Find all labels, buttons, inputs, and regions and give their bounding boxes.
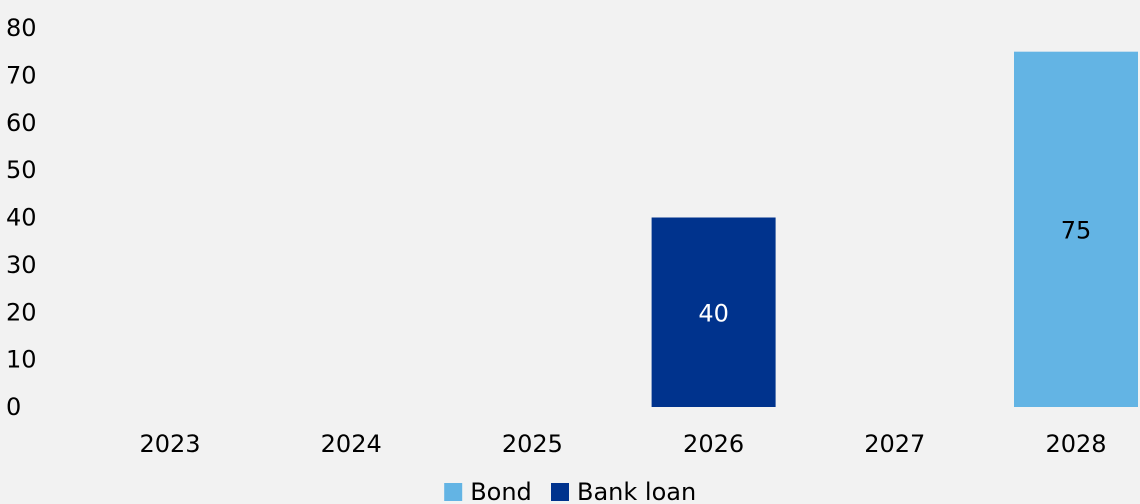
y-tick-label: 80 <box>6 14 37 42</box>
x-tick-label: 2027 <box>864 430 925 458</box>
y-tick-label: 40 <box>6 204 37 232</box>
y-tick-label: 50 <box>6 156 37 184</box>
legend-swatch-bank-loan <box>551 483 569 501</box>
bars <box>651 51 1138 407</box>
bar-bank-loan-2026 <box>651 217 776 407</box>
x-tick-label: 2028 <box>1045 430 1106 458</box>
y-tick-label: 0 <box>6 393 21 421</box>
y-tick-label: 60 <box>6 109 37 137</box>
legend: Bond Bank loan <box>444 478 696 504</box>
bar-bond-2028 <box>1014 51 1138 407</box>
y-tick-label: 30 <box>6 251 37 279</box>
y-tick-label: 10 <box>6 346 37 374</box>
y-tick-label: 70 <box>6 61 37 89</box>
x-tick-label: 2024 <box>321 430 382 458</box>
legend-swatch-bond <box>444 483 463 501</box>
data-labels: 40 75 <box>698 216 1091 327</box>
legend-label-bank-loan: Bank loan <box>577 478 696 504</box>
data-label: 75 <box>1061 216 1092 244</box>
x-axis-tick-labels: 2023 2024 2025 2026 2027 2028 <box>139 430 1106 458</box>
x-tick-label: 2026 <box>683 430 744 458</box>
y-axis-tick-labels: 0 10 20 30 40 50 60 70 80 <box>6 14 37 421</box>
y-tick-label: 20 <box>6 298 37 326</box>
legend-label-bond: Bond <box>470 478 532 504</box>
x-tick-label: 2025 <box>502 430 563 458</box>
x-tick-label: 2023 <box>139 430 200 458</box>
data-label: 40 <box>698 299 729 327</box>
